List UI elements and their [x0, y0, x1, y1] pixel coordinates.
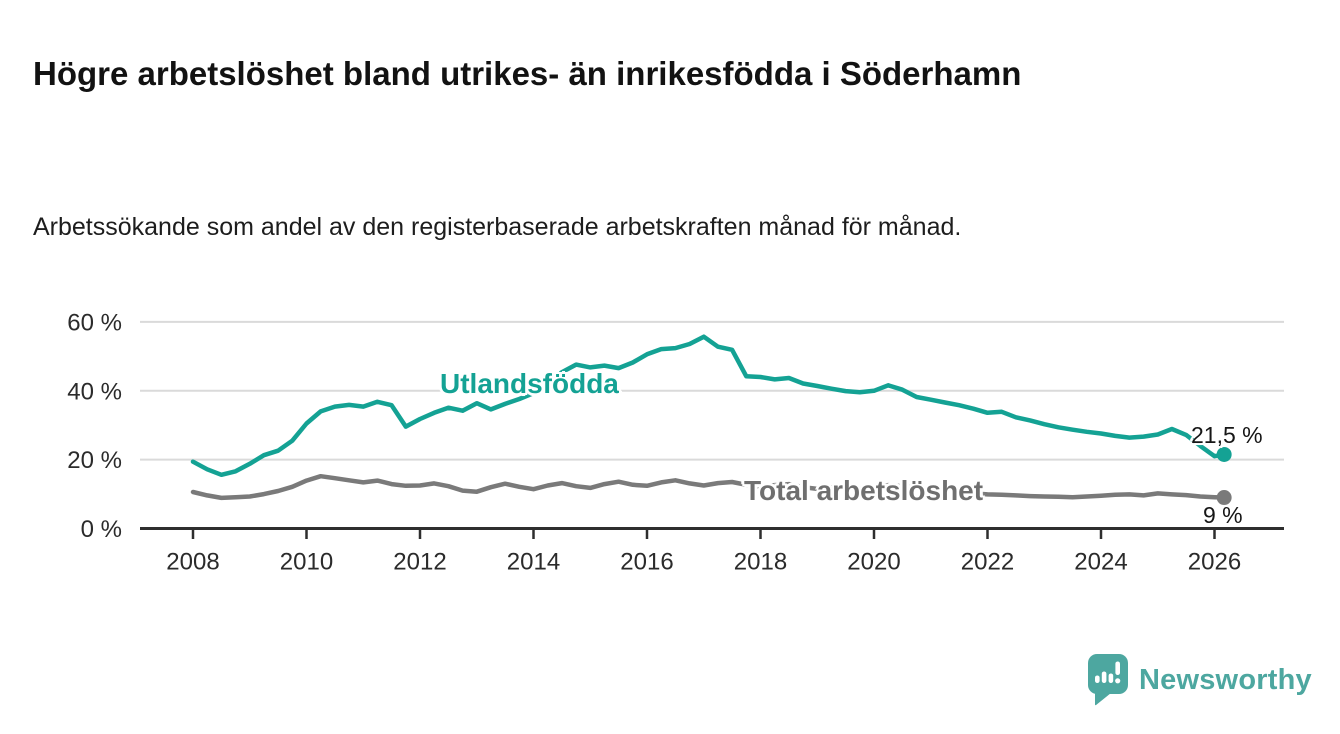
y-tick-label: 60 % [67, 309, 122, 336]
page-subtitle: Arbetssökande som andel av den registerb… [33, 213, 962, 241]
end-value-label-utlandsfodda: 21,5 % [1191, 422, 1263, 448]
end-value-label-total: 9 % [1203, 502, 1243, 528]
y-tick-label: 0 % [81, 516, 122, 543]
newsworthy-logo-text: Newsworthy [1139, 663, 1312, 696]
series-label-total-arbetsloshet: Total arbetslöshet [744, 475, 984, 506]
x-tick-label: 2010 [280, 549, 333, 576]
utlandsfodda-end-dot [1216, 446, 1232, 462]
x-tick-label: 2026 [1188, 549, 1241, 576]
page-title: Högre arbetslöshet bland utrikes- än inr… [33, 55, 1022, 93]
x-tick-label: 2008 [166, 549, 219, 576]
speech-bubble-bar-chart-icon [1088, 654, 1128, 706]
utlandsfodda-line [190, 334, 1227, 478]
x-tick-label: 2022 [961, 549, 1014, 576]
line-chart: 2008 2010 2012 2014 2016 2018 2020 2022 2024 2026… [67, 309, 1284, 576]
newsworthy-logo: Newsworthy [1088, 654, 1312, 706]
x-tick-label: 2024 [1074, 549, 1127, 576]
series-label-utlandsfodda: Utlandsfödda [440, 368, 619, 399]
y-tick-label: 40 % [67, 378, 122, 405]
total-arbetsloshet-end-dot [1216, 490, 1232, 506]
y-tick-label: 20 % [67, 447, 122, 474]
x-tick-label: 2012 [393, 549, 446, 576]
x-tick-label: 2016 [620, 549, 673, 576]
total-arbetsloshet-line [190, 473, 1227, 501]
x-tick-label: 2020 [847, 549, 900, 576]
x-tick-label: 2018 [734, 549, 787, 576]
x-tick-label: 2014 [507, 549, 560, 576]
